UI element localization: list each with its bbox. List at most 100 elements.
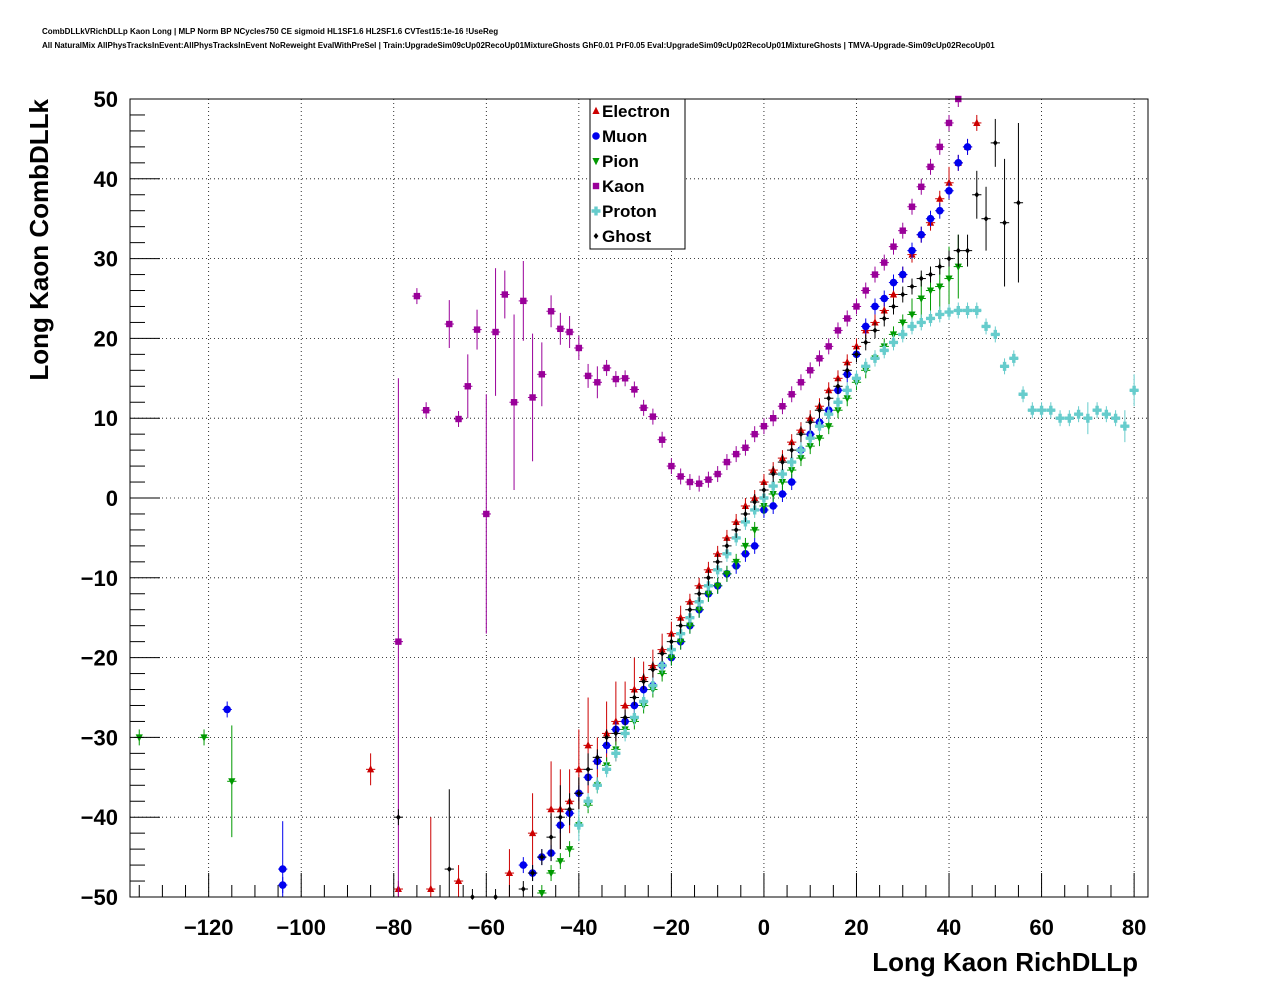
y-tick-label: 20 bbox=[94, 326, 118, 351]
legend-label: Kaon bbox=[602, 177, 645, 196]
data-point bbox=[200, 734, 208, 742]
data-point bbox=[547, 805, 555, 813]
y-tick-label: −50 bbox=[81, 885, 118, 910]
data-point bbox=[898, 270, 907, 279]
data-point bbox=[620, 728, 630, 738]
data-point bbox=[907, 321, 917, 331]
data-point bbox=[640, 404, 647, 412]
y-tick-label: 40 bbox=[94, 167, 118, 192]
data-point bbox=[743, 510, 748, 517]
data-point bbox=[667, 654, 675, 662]
data-point bbox=[787, 478, 796, 486]
data-point bbox=[798, 431, 804, 438]
y-tick-label: 0 bbox=[106, 486, 118, 511]
data-point bbox=[592, 780, 602, 790]
x-tick-label: 0 bbox=[758, 915, 770, 940]
legend: Electron Muon Pion Kaon Proton Ghost bbox=[589, 98, 686, 250]
data-point bbox=[1129, 385, 1139, 395]
data-point bbox=[603, 364, 610, 372]
data-point bbox=[592, 182, 600, 190]
y-tick-label: −10 bbox=[81, 566, 118, 591]
data-point bbox=[483, 510, 490, 518]
legend-label: Proton bbox=[602, 202, 657, 221]
tick-labels: −120 −100 −80 −60 −40 −20 0 20 40 60 80−50−40−30−2… bbox=[81, 87, 1147, 940]
data-point bbox=[454, 876, 463, 885]
legend-entry-muon: Muon bbox=[592, 127, 647, 146]
data-point bbox=[658, 436, 666, 443]
data-point bbox=[648, 681, 658, 691]
data-point bbox=[278, 865, 287, 873]
data-point bbox=[880, 306, 888, 314]
data-point bbox=[900, 291, 906, 298]
data-point bbox=[686, 597, 694, 605]
data-point bbox=[427, 884, 435, 893]
data-point bbox=[778, 479, 787, 487]
data-point bbox=[1016, 199, 1021, 206]
data-point bbox=[797, 379, 805, 386]
data-point bbox=[539, 854, 545, 861]
data-point bbox=[946, 255, 952, 262]
data-point bbox=[733, 526, 739, 533]
data-point bbox=[585, 766, 591, 773]
data-point bbox=[667, 629, 675, 637]
data-point bbox=[704, 565, 713, 573]
data-point bbox=[787, 457, 797, 467]
data-point bbox=[862, 287, 869, 294]
data-point bbox=[1002, 219, 1007, 226]
data-point bbox=[768, 481, 778, 491]
data-point bbox=[723, 570, 731, 579]
data-point bbox=[983, 215, 989, 222]
data-point bbox=[842, 385, 852, 395]
data-point bbox=[843, 395, 851, 403]
data-point bbox=[844, 367, 850, 374]
legend-entry-electron: Electron bbox=[592, 102, 670, 121]
data-point bbox=[529, 394, 536, 401]
data-point bbox=[530, 870, 535, 877]
x-tick-label: 60 bbox=[1029, 915, 1053, 940]
x-tick-label: 80 bbox=[1122, 915, 1146, 940]
data-point bbox=[990, 329, 1000, 339]
legend-box bbox=[589, 98, 686, 250]
data-point bbox=[621, 375, 629, 382]
data-point bbox=[963, 143, 972, 151]
data-point bbox=[954, 263, 962, 271]
data-point bbox=[963, 305, 973, 315]
data-point bbox=[1027, 405, 1037, 415]
data-point bbox=[981, 321, 991, 331]
data-point bbox=[807, 419, 813, 426]
data-point bbox=[446, 866, 452, 873]
data-point bbox=[520, 886, 526, 893]
data-point bbox=[723, 458, 731, 466]
data-point bbox=[629, 712, 639, 722]
data-point bbox=[538, 890, 546, 898]
data-point bbox=[705, 476, 712, 483]
data-point bbox=[724, 542, 730, 549]
y-tick-label: 30 bbox=[94, 247, 118, 272]
data-point bbox=[871, 271, 879, 278]
data-point bbox=[760, 422, 768, 430]
data-point bbox=[584, 372, 592, 380]
data-point bbox=[714, 549, 722, 557]
data-point bbox=[788, 391, 795, 398]
y-tick-label: 50 bbox=[94, 87, 118, 112]
data-point bbox=[641, 678, 647, 685]
x-tick-label: −60 bbox=[468, 915, 505, 940]
data-point bbox=[1037, 405, 1047, 415]
data-point bbox=[1111, 413, 1121, 423]
data-point bbox=[519, 861, 528, 869]
data-point bbox=[825, 343, 832, 350]
data-point bbox=[658, 670, 666, 678]
data-point bbox=[826, 395, 832, 402]
data-point bbox=[844, 315, 851, 322]
data-point bbox=[612, 375, 620, 383]
data-point bbox=[937, 263, 943, 270]
data-point bbox=[1101, 409, 1111, 419]
data-point bbox=[621, 701, 629, 709]
data-point bbox=[918, 275, 924, 282]
data-point bbox=[788, 467, 796, 475]
legend-label: Muon bbox=[602, 127, 647, 146]
data-point bbox=[565, 846, 574, 854]
data-point bbox=[881, 259, 888, 266]
data-point bbox=[807, 367, 814, 374]
